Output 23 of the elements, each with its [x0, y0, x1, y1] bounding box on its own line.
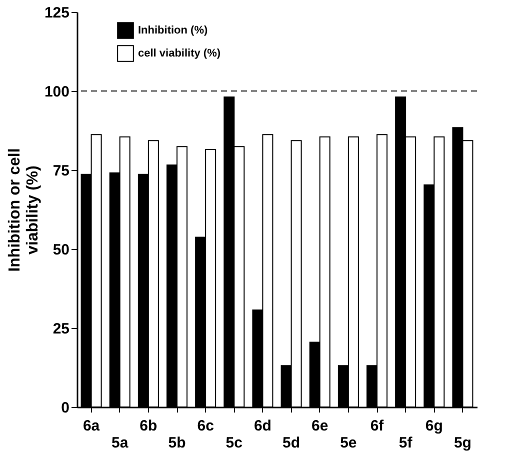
y-axis-title: Inhibition or cell viability (%)	[6, 148, 42, 272]
y-tick-label: 100	[44, 84, 70, 100]
x-tick-label: 6d	[254, 418, 272, 434]
x-tick-label: 6e	[312, 418, 328, 434]
x-tick-label: 5c	[226, 434, 242, 452]
y-tick-label: 0	[61, 400, 70, 416]
x-tick-label: 6f	[370, 418, 385, 434]
legend-label: Inhibition (%)	[138, 24, 208, 36]
x-tick-label: 5f	[398, 434, 414, 452]
x-tick-label: 5g	[454, 434, 472, 452]
y-tick-label: 75	[52, 162, 70, 180]
x-tick-label: 5d	[282, 434, 300, 452]
y-tick-label: 50	[52, 242, 70, 258]
x-tick-label: 6b	[140, 418, 158, 434]
x-tick-label: 6a	[82, 418, 100, 434]
legend-label: cell viability (%)	[138, 48, 221, 60]
x-tick-label: 5b	[168, 434, 186, 452]
y-tick-label: 125	[44, 4, 70, 22]
x-tick-label: 5a	[112, 434, 129, 452]
x-tick-label: 6g	[425, 418, 443, 434]
x-tick-label: 5e	[340, 434, 357, 452]
x-tick-label: 6c	[197, 418, 214, 434]
y-tick-label: 25	[52, 320, 70, 338]
